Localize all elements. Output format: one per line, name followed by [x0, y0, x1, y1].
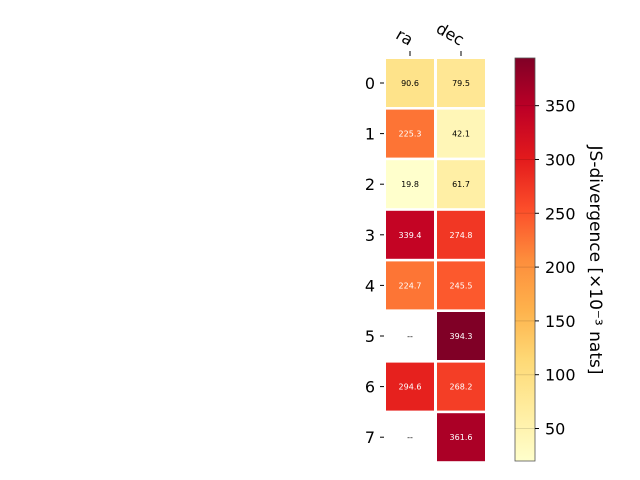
heatmap-cell — [437, 160, 485, 209]
colorbar-gradient — [514, 57, 536, 462]
colorbar-tick-label: 200 — [545, 258, 576, 277]
cell-label: 90.6 — [401, 79, 419, 88]
heatmap-cell — [437, 109, 485, 158]
colorbar-tick-label: 150 — [545, 312, 576, 331]
cell-label: 339.4 — [399, 231, 422, 240]
column-label: ra — [393, 25, 417, 50]
heatmap-cell — [437, 261, 485, 310]
heatmap-cell — [437, 413, 485, 462]
row-label: 7 — [365, 428, 375, 447]
row-label: 0 — [365, 74, 375, 93]
cell-label: 361.6 — [450, 433, 473, 442]
colorbar: 50 100 150 200 250 300 350 JS-divergence [×10⁻… — [514, 57, 605, 462]
column-labels: ra dec — [393, 19, 468, 56]
colorbar-ticks: 50 100 150 200 250 300 350 — [515, 97, 576, 439]
cell-label: 19.8 — [401, 180, 419, 189]
heatmap-cells — [386, 59, 485, 462]
row-label: 2 — [365, 175, 375, 194]
heatmap-cell-labels: 90.6 79.5 225.3 42.1 19.8 61.7 339.4 274.8 224.7… — [399, 79, 473, 442]
row-label: 6 — [365, 378, 375, 397]
cell-label: -- — [407, 332, 413, 341]
column-label: dec — [433, 19, 467, 50]
row-label: 4 — [365, 276, 375, 295]
colorbar-tick-label: 300 — [545, 150, 576, 169]
cell-label: 394.3 — [450, 332, 473, 341]
colorbar-tick-label: 350 — [545, 97, 576, 116]
heatmap-cell — [386, 210, 434, 259]
cell-label: 79.5 — [452, 79, 470, 88]
heatmap-cell — [386, 362, 434, 411]
cell-label: 61.7 — [452, 180, 470, 189]
heatmap-cell — [386, 160, 434, 209]
heatmap-cell — [437, 210, 485, 259]
colorbar-label: JS-divergence [×10⁻³ nats] — [585, 145, 605, 375]
row-label: 3 — [365, 226, 375, 245]
colorbar-tick-label: 250 — [545, 204, 576, 223]
heatmap-cell — [437, 312, 485, 360]
cell-label: 225.3 — [399, 130, 422, 139]
colorbar-tick-label: 50 — [545, 420, 565, 439]
cell-label: 294.6 — [399, 383, 422, 392]
colorbar-tick-label: 100 — [545, 366, 576, 385]
row-label: 5 — [365, 327, 375, 346]
heatmap-cell — [386, 109, 434, 158]
heatmap-cell — [437, 59, 485, 107]
cell-label: 268.2 — [450, 383, 473, 392]
heatmap-cell — [437, 362, 485, 411]
row-labels: 0 1 2 3 4 5 6 7 — [365, 74, 384, 447]
cell-label: 224.7 — [399, 281, 422, 290]
cell-label: 42.1 — [452, 130, 470, 139]
heatmap-cell — [386, 59, 434, 107]
cell-label: -- — [407, 433, 413, 442]
cell-label: 245.5 — [450, 281, 473, 290]
row-label: 1 — [365, 125, 375, 144]
cell-label: 274.8 — [450, 231, 473, 240]
heatmap-cell — [386, 261, 434, 310]
